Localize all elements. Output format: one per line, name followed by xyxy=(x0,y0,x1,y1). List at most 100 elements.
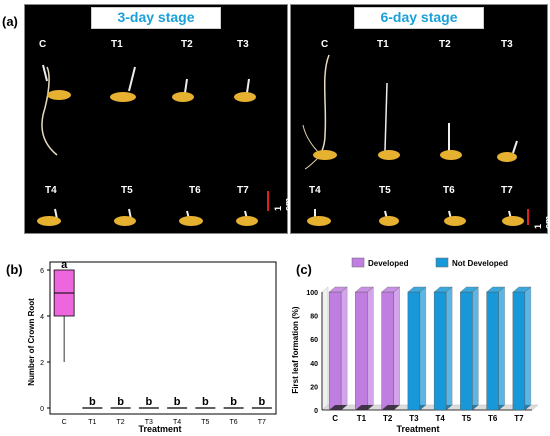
photo-label: T1 xyxy=(377,39,389,50)
legend-swatch xyxy=(351,257,365,268)
significance-letter: a xyxy=(61,259,68,271)
bar-side xyxy=(498,286,505,411)
photo-label: T4 xyxy=(45,185,57,196)
bar xyxy=(486,291,499,411)
significance-letter: b xyxy=(230,396,237,408)
y-tick-label: 2 xyxy=(40,360,44,367)
x-tick-label: T2 xyxy=(383,414,393,423)
significance-letter: b xyxy=(146,396,153,408)
photo-label: T4 xyxy=(309,185,321,196)
y-tick-label: 100 xyxy=(306,290,318,297)
bar xyxy=(433,291,447,411)
x-tick-label: T6 xyxy=(488,414,498,423)
x-tick-label: T1 xyxy=(88,419,96,426)
photo-label: T2 xyxy=(181,39,193,50)
bar-top xyxy=(381,286,401,293)
panel-a-letter: (a) xyxy=(2,14,18,29)
x-axis-label: Treatment xyxy=(138,424,181,434)
significance-letter: b xyxy=(202,396,209,408)
photo-label: T6 xyxy=(443,185,455,196)
x-axis-label: Treatment xyxy=(396,424,439,434)
legend-label: Developed xyxy=(368,259,409,268)
y-tick-label: 0 xyxy=(314,408,318,415)
bar-side xyxy=(367,286,374,411)
plot-frame xyxy=(49,261,277,415)
x-tick-label: T5 xyxy=(462,414,472,423)
photo-label: T7 xyxy=(501,185,513,196)
x-tick-label: T2 xyxy=(117,419,125,426)
bar xyxy=(407,291,421,411)
photo-label: T7 xyxy=(237,185,249,196)
bar-side xyxy=(472,286,479,411)
panel-b-letter: (b) xyxy=(6,262,23,277)
y-tick-label: 4 xyxy=(40,314,44,321)
bar-top xyxy=(407,286,427,293)
crown-root-boxplot: Number of Crown Root Treatment 0 2 4 6 Ca T1 b… xyxy=(27,259,277,434)
y-tick-label: 60 xyxy=(310,337,318,344)
x-tick-label: T4 xyxy=(435,414,445,423)
legend-label: Not Developed xyxy=(452,259,508,268)
stage-title-box xyxy=(354,7,484,29)
bar-top xyxy=(459,286,479,293)
x-tick-label: T7 xyxy=(514,414,524,423)
bar xyxy=(381,291,394,411)
first-leaf-bar-chart: First leaf formation (%) Treatment 0 20 40… xyxy=(291,257,539,434)
significance-letter: b xyxy=(117,396,124,408)
scale-bar xyxy=(267,191,269,211)
y-tick-label: 80 xyxy=(310,314,318,321)
photo-label: T5 xyxy=(379,185,391,196)
bar-top xyxy=(486,286,506,293)
photo-label: T1 xyxy=(111,39,123,50)
photo-6-day: 6-day stage C T1 T2 T3 T4 T5 T6 T7 1 cm xyxy=(290,4,550,234)
x-tick-label: T1 xyxy=(357,414,367,423)
bar-side xyxy=(524,286,532,411)
y-tick-label: 6 xyxy=(40,268,44,275)
x-tick-label: T4 xyxy=(173,419,181,426)
scale-label: 1 cm xyxy=(533,215,550,229)
bar xyxy=(460,291,473,411)
significance-letter: b xyxy=(89,396,96,408)
bar xyxy=(512,291,526,411)
x-tick-label: T5 xyxy=(201,419,209,426)
bar-top xyxy=(328,286,348,293)
photo-label: T5 xyxy=(121,185,133,196)
panel-c-letter: (c) xyxy=(296,262,312,277)
photo-label: C xyxy=(321,39,329,50)
bar xyxy=(328,291,342,411)
bar-zero xyxy=(329,405,348,410)
photo-3-day: 3-day stage C T1 T2 T3 T4 T5 T6 T7 1 cm xyxy=(24,4,293,234)
bar-side xyxy=(445,286,453,411)
significance-letter: b xyxy=(174,396,181,408)
bar-top xyxy=(354,286,374,293)
y-tick-label: 0 xyxy=(40,406,44,413)
photo-label: T6 xyxy=(189,185,201,196)
bar-side xyxy=(340,286,348,411)
significance-letter: b xyxy=(259,396,266,408)
x-tick-label: T3 xyxy=(145,419,153,426)
y-axis-label: First leaf formation (%) xyxy=(291,306,300,393)
floor xyxy=(321,404,539,411)
x-tick-label: T3 xyxy=(409,414,419,423)
bar xyxy=(355,291,368,411)
bar-zero xyxy=(355,405,374,410)
x-tick-label: T6 xyxy=(230,419,238,426)
photo-label: T2 xyxy=(439,39,451,50)
y-tick-label: 20 xyxy=(310,384,318,391)
photo-label: T3 xyxy=(501,39,513,50)
side-wall xyxy=(321,286,329,411)
bar-zero xyxy=(381,405,400,410)
bar-top xyxy=(433,286,453,293)
photo-label: C xyxy=(39,39,47,50)
stage-title-3-day: 3-day stage xyxy=(117,9,195,25)
y-tick-label: 40 xyxy=(310,361,318,368)
stage-title-box xyxy=(91,7,221,29)
x-tick-label: C xyxy=(62,419,67,426)
bar-side xyxy=(393,286,400,411)
photo-label: T3 xyxy=(237,39,249,50)
legend-swatch xyxy=(435,257,449,268)
scale-bar xyxy=(527,209,529,225)
seedlings-3-day xyxy=(37,64,258,226)
x-tick-label: C xyxy=(332,414,338,423)
bar-side xyxy=(419,286,427,411)
y-axis-label: Number of Crown Root xyxy=(27,298,36,386)
